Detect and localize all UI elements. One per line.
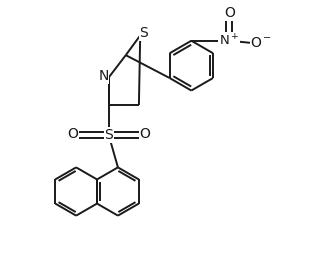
Text: S: S (104, 128, 113, 142)
Text: O: O (139, 127, 150, 141)
Text: O: O (67, 127, 78, 141)
Text: N$^+$: N$^+$ (219, 33, 240, 48)
Text: N: N (98, 69, 109, 83)
Text: O$^-$: O$^-$ (250, 36, 272, 50)
Text: O: O (224, 6, 235, 20)
Text: S: S (139, 26, 148, 40)
